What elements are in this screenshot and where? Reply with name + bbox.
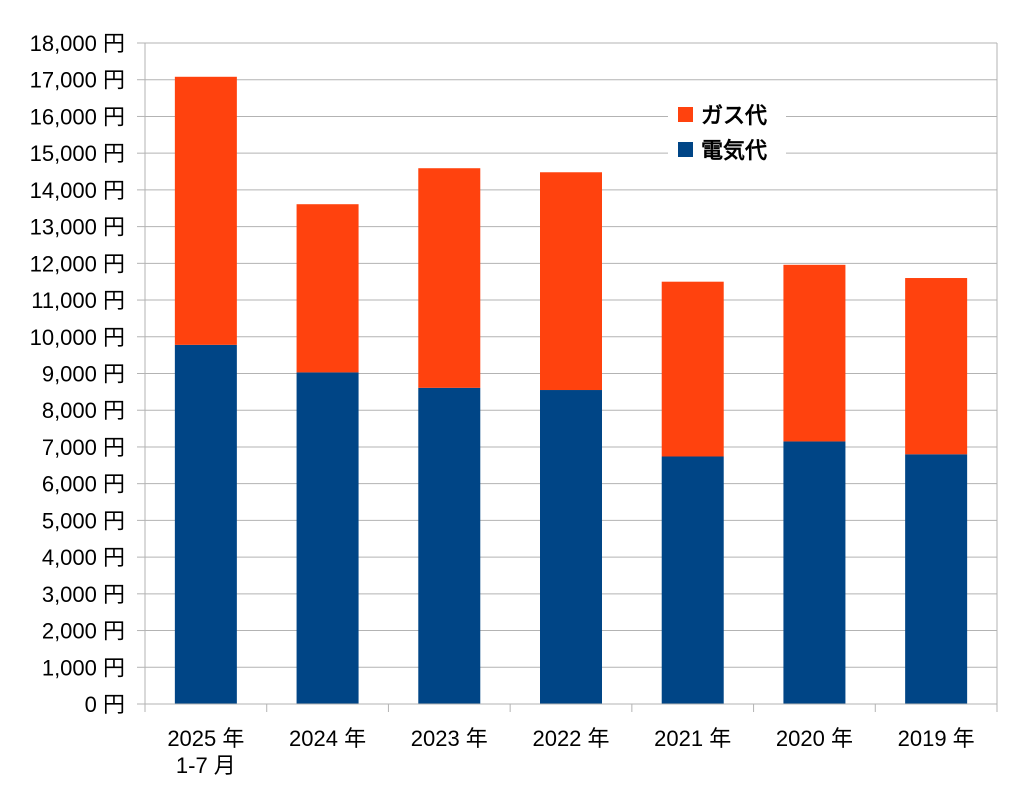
- bar-segment-gas: [174, 76, 237, 345]
- y-tick-label: 3,000 円: [42, 582, 125, 607]
- x-tick-label: 2025 年: [167, 726, 244, 751]
- x-tick-label: 2023 年: [411, 726, 488, 751]
- legend-label: 電気代: [701, 138, 767, 163]
- y-tick-label: 6,000 円: [42, 472, 125, 497]
- y-tick-label: 0 円: [85, 692, 125, 717]
- bar-segment-gas: [783, 264, 846, 442]
- bar-segment-electricity: [905, 454, 968, 704]
- x-tick-label: 2022 年: [532, 726, 609, 751]
- bar-segment-gas: [905, 278, 968, 455]
- y-tick-label: 15,000 円: [30, 141, 125, 166]
- x-tick-label: 2024 年: [289, 726, 366, 751]
- y-tick-label: 4,000 円: [42, 545, 125, 570]
- x-tick-label: 2019 年: [898, 726, 975, 751]
- y-tick-label: 7,000 円: [42, 435, 125, 460]
- y-tick-label: 8,000 円: [42, 398, 125, 423]
- bar-segment-gas: [418, 168, 481, 388]
- axes: [137, 42, 998, 712]
- y-tick-label: 13,000 円: [30, 215, 125, 240]
- y-tick-label: 10,000 円: [30, 325, 125, 350]
- y-tick-label: 17,000 円: [30, 68, 125, 93]
- bar-segment-electricity: [783, 441, 846, 704]
- bar-segment-electricity: [174, 344, 237, 704]
- legend-label: ガス代: [701, 103, 767, 128]
- y-tick-label: 1,000 円: [42, 655, 125, 680]
- y-tick-label: 2,000 円: [42, 619, 125, 644]
- y-tick-label: 14,000 円: [30, 178, 125, 203]
- x-tick-label: 1-7 月: [176, 753, 236, 778]
- x-tick-label: 2021 年: [654, 726, 731, 751]
- legend-swatch: [678, 142, 693, 157]
- bars: [174, 76, 968, 704]
- x-tick-label: 2020 年: [776, 726, 853, 751]
- y-tick-label: 18,000 円: [30, 31, 125, 56]
- y-tick-label: 16,000 円: [30, 104, 125, 129]
- y-tick-label: 9,000 円: [42, 362, 125, 387]
- bar-segment-electricity: [418, 387, 481, 704]
- bar-segment-gas: [296, 204, 359, 373]
- bar-segment-gas: [661, 281, 724, 457]
- bar-segment-electricity: [661, 456, 724, 704]
- bar-segment-gas: [540, 172, 602, 391]
- bar-segment-electricity: [540, 390, 602, 704]
- x-tick-labels: 2025 年1-7 月 2024 年 2023 年 2022 年 2021 年 2020 …: [167, 726, 974, 778]
- bar-segment-electricity: [296, 372, 359, 704]
- y-tick-label: 12,000 円: [30, 251, 125, 276]
- y-tick-label: 11,000 円: [31, 288, 125, 313]
- y-tick-labels: 0 円 1,000 円 2,000 円 3,000 円 4,000 円 5,000 円 6,…: [30, 31, 125, 717]
- legend-swatch: [678, 107, 693, 122]
- y-tick-label: 5,000 円: [42, 508, 125, 533]
